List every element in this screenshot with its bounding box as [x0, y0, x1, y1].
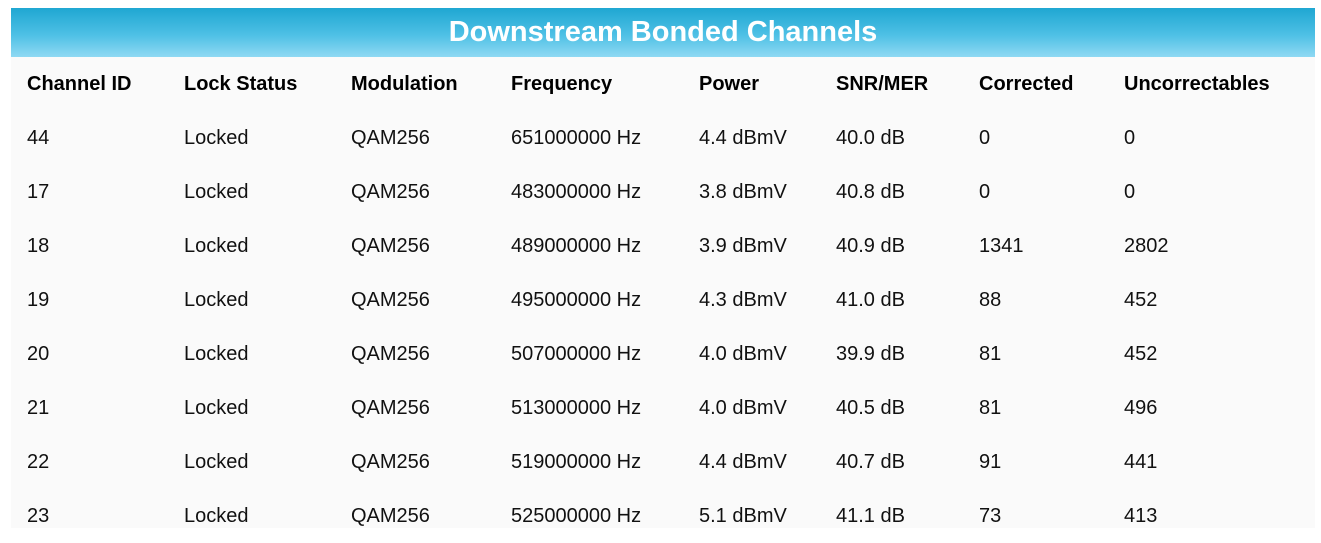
- channel-id-cell: 17: [27, 180, 50, 203]
- table-row: 44 Locked QAM256 651000000 Hz 4.4 dBmV 40.0 d…: [11, 111, 1315, 165]
- lock-status-cell: Locked: [184, 126, 249, 149]
- uncorrectables-cell: 2802: [1124, 234, 1169, 257]
- channel-id-cell: 22: [27, 450, 50, 473]
- frequency-cell: 489000000 Hz: [511, 234, 642, 257]
- downstream-channels-panel: Downstream Bonded Channels Channel ID Lo…: [11, 8, 1315, 528]
- modulation-cell: QAM256: [351, 396, 430, 419]
- table-row: 21 Locked QAM256 513000000 Hz 4.0 dBmV 40.5 d…: [11, 381, 1315, 435]
- uncorrectables-cell: 441: [1124, 450, 1158, 473]
- snr-mer-cell: 39.9 dB: [836, 342, 905, 365]
- table-row: 23 Locked QAM256 525000000 Hz 5.1 dBmV 41.1 d…: [11, 489, 1315, 543]
- uncorrectables-cell: 413: [1124, 504, 1158, 527]
- column-header-corrected: Corrected: [979, 72, 1074, 95]
- snr-mer-cell: 40.9 dB: [836, 234, 905, 257]
- table-row: 18 Locked QAM256 489000000 Hz 3.9 dBmV 40.9 d…: [11, 219, 1315, 273]
- frequency-cell: 483000000 Hz: [511, 180, 642, 203]
- table-row: 19 Locked QAM256 495000000 Hz 4.3 dBmV 41.0 d…: [11, 273, 1315, 327]
- uncorrectables-cell: 0: [1124, 126, 1136, 149]
- channel-id-cell: 23: [27, 504, 50, 527]
- power-cell: 4.4 dBmV: [699, 450, 787, 473]
- modulation-cell: QAM256: [351, 504, 430, 527]
- frequency-cell: 507000000 Hz: [511, 342, 642, 365]
- corrected-cell: 0: [979, 126, 991, 149]
- power-cell: 3.8 dBmV: [699, 180, 787, 203]
- modulation-cell: QAM256: [351, 288, 430, 311]
- frequency-cell: 513000000 Hz: [511, 396, 642, 419]
- lock-status-cell: Locked: [184, 342, 249, 365]
- power-cell: 4.4 dBmV: [699, 126, 787, 149]
- corrected-cell: 88: [979, 288, 1002, 311]
- snr-mer-cell: 41.0 dB: [836, 288, 905, 311]
- column-header-snr-mer: SNR/MER: [836, 72, 929, 95]
- downstream-channels-table: Channel ID Lock Status Modulation Freque…: [11, 57, 1315, 543]
- power-cell: 4.0 dBmV: [699, 396, 787, 419]
- table-header-row: Channel ID Lock Status Modulation Freque…: [11, 57, 1315, 111]
- corrected-cell: 81: [979, 342, 1002, 365]
- table-body: 44 Locked QAM256 651000000 Hz 4.4 dBmV 40.0 d…: [11, 111, 1315, 543]
- modulation-cell: QAM256: [351, 342, 430, 365]
- frequency-cell: 495000000 Hz: [511, 288, 642, 311]
- corrected-cell: 81: [979, 396, 1002, 419]
- uncorrectables-cell: 452: [1124, 342, 1158, 365]
- snr-mer-cell: 41.1 dB: [836, 504, 905, 527]
- lock-status-cell: Locked: [184, 288, 249, 311]
- modulation-cell: QAM256: [351, 450, 430, 473]
- lock-status-cell: Locked: [184, 180, 249, 203]
- channel-id-cell: 44: [27, 126, 50, 149]
- column-header-frequency: Frequency: [511, 72, 613, 95]
- column-header-channel-id: Channel ID: [27, 72, 132, 95]
- frequency-cell: 525000000 Hz: [511, 504, 642, 527]
- channel-id-cell: 19: [27, 288, 50, 311]
- uncorrectables-cell: 452: [1124, 288, 1158, 311]
- column-header-power: Power: [699, 72, 760, 95]
- corrected-cell: 91: [979, 450, 1002, 473]
- channel-id-cell: 18: [27, 234, 50, 257]
- frequency-cell: 651000000 Hz: [511, 126, 642, 149]
- power-cell: 4.3 dBmV: [699, 288, 787, 311]
- channel-id-cell: 21: [27, 396, 50, 419]
- lock-status-cell: Locked: [184, 396, 249, 419]
- column-header-modulation: Modulation: [351, 72, 458, 95]
- table-row: 17 Locked QAM256 483000000 Hz 3.8 dBmV 40.8 d…: [11, 165, 1315, 219]
- power-cell: 4.0 dBmV: [699, 342, 787, 365]
- uncorrectables-cell: 0: [1124, 180, 1136, 203]
- frequency-cell: 519000000 Hz: [511, 450, 642, 473]
- power-cell: 5.1 dBmV: [699, 504, 787, 527]
- uncorrectables-cell: 496: [1124, 396, 1158, 419]
- modulation-cell: QAM256: [351, 234, 430, 257]
- lock-status-cell: Locked: [184, 504, 249, 527]
- table-row: 20 Locked QAM256 507000000 Hz 4.0 dBmV 39.9 d…: [11, 327, 1315, 381]
- lock-status-cell: Locked: [184, 234, 249, 257]
- snr-mer-cell: 40.5 dB: [836, 396, 905, 419]
- corrected-cell: 0: [979, 180, 991, 203]
- channel-id-cell: 20: [27, 342, 50, 365]
- snr-mer-cell: 40.0 dB: [836, 126, 905, 149]
- power-cell: 3.9 dBmV: [699, 234, 787, 257]
- modulation-cell: QAM256: [351, 126, 430, 149]
- lock-status-cell: Locked: [184, 450, 249, 473]
- modulation-cell: QAM256: [351, 180, 430, 203]
- column-header-uncorrectables: Uncorrectables: [1124, 72, 1270, 95]
- snr-mer-cell: 40.8 dB: [836, 180, 905, 203]
- corrected-cell: 73: [979, 504, 1002, 527]
- panel-title: Downstream Bonded Channels: [11, 8, 1315, 57]
- column-header-lock-status: Lock Status: [184, 72, 298, 95]
- corrected-cell: 1341: [979, 234, 1024, 257]
- snr-mer-cell: 40.7 dB: [836, 450, 905, 473]
- table-row: 22 Locked QAM256 519000000 Hz 4.4 dBmV 40.7 d…: [11, 435, 1315, 489]
